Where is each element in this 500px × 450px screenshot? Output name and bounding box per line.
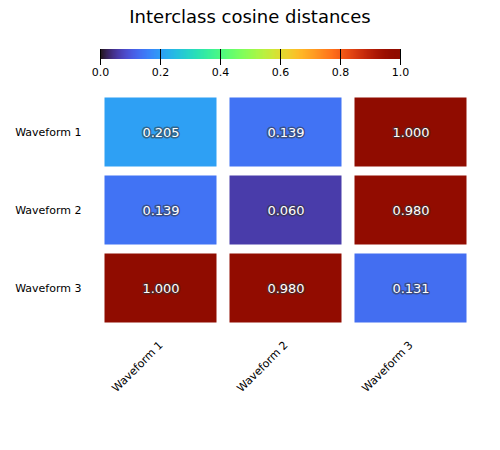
svg-text:Waveform 2: Waveform 2: [15, 204, 81, 217]
svg-text:1.000: 1.000: [392, 125, 429, 140]
svg-text:1.0: 1.0: [392, 66, 410, 79]
svg-text:0.4: 0.4: [212, 66, 230, 79]
svg-text:Waveform 2: Waveform 2: [235, 339, 291, 395]
svg-text:0.980: 0.980: [267, 281, 304, 296]
svg-text:0.139: 0.139: [142, 203, 179, 218]
svg-text:0.0: 0.0: [92, 66, 110, 79]
svg-text:0.205: 0.205: [142, 125, 179, 140]
svg-text:0.980: 0.980: [392, 203, 429, 218]
svg-text:0.139: 0.139: [267, 125, 304, 140]
svg-text:0.8: 0.8: [332, 66, 350, 79]
svg-text:0.131: 0.131: [392, 281, 429, 296]
html-text:Interclass cosine distances: Interclass cosine distances: [129, 6, 371, 27]
svg-text:Waveform 3: Waveform 3: [360, 339, 416, 395]
svg-text:Waveform 1: Waveform 1: [110, 339, 166, 395]
svg-text:0.2: 0.2: [152, 66, 170, 79]
svg-text:Waveform 3: Waveform 3: [15, 282, 81, 295]
svg-text:1.000: 1.000: [142, 281, 179, 296]
svg-text:0.6: 0.6: [272, 66, 290, 79]
svg-text:Waveform 1: Waveform 1: [15, 126, 81, 139]
svg-text:0.060: 0.060: [267, 203, 304, 218]
